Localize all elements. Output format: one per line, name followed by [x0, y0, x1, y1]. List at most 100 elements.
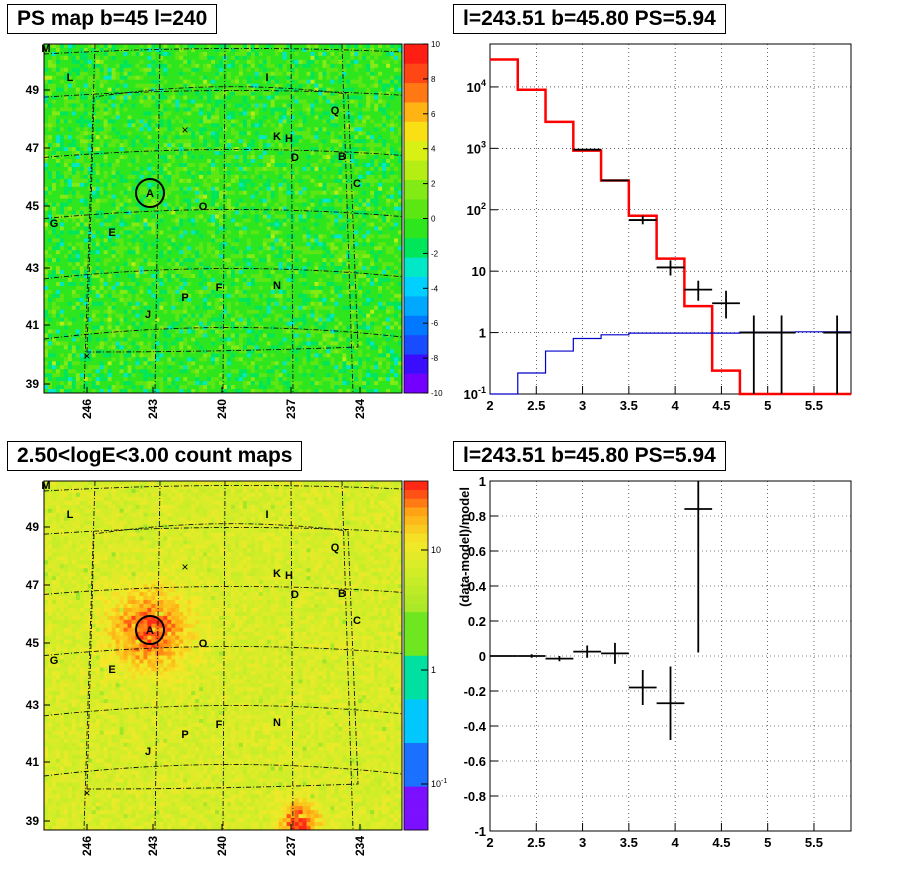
residual-ytick--0.6: -0.6 [464, 754, 486, 769]
count-map-marker-c: C [353, 615, 361, 627]
count-map-marker-g: G [50, 655, 59, 667]
residual-title: l=243.51 b=45.80 PS=5.94 [453, 441, 726, 471]
spectrum-xtick-4.5: 4.5 [712, 398, 730, 413]
spectrum-xtick-5.5: 5.5 [805, 398, 823, 413]
ps-map-marker-c: C [353, 178, 361, 190]
spectrum-point-4 [684, 280, 713, 301]
residual-ylabel: (data-model)/model [457, 487, 472, 607]
residual-ytick-0: 0 [479, 649, 486, 664]
residual-ytick-0.2: 0.2 [468, 614, 486, 629]
ps-map-graticule [44, 44, 402, 393]
count-map-xtick-243: 243 [146, 836, 160, 856]
residual-ytick--0.4: -0.4 [464, 719, 487, 734]
ps-map-cross-1: × [181, 123, 188, 137]
residual-point-7 [684, 481, 713, 653]
count-map-marker-n: N [273, 717, 281, 729]
count-map-cells [44, 481, 402, 830]
ps-map-ytick-41: 41 [26, 318, 40, 332]
count-map-xtick-246: 246 [80, 836, 94, 856]
ps-map-marker-j: J [145, 309, 151, 321]
count-map-xtick-237: 237 [284, 836, 298, 856]
residual-xtick-5.5: 5.5 [805, 835, 823, 850]
count-map-xtick-234: 234 [353, 836, 367, 856]
residual-ytick--0.2: -0.2 [464, 684, 486, 699]
ps-map-marker-a: A [146, 188, 154, 200]
spectrum-xtick-2.5: 2.5 [527, 398, 545, 413]
residual-point-6 [656, 666, 685, 740]
spectrum-panel: 2 2.5 3 3.5 4 4.5 5 5.5 [486, 43, 852, 413]
ps-map-cbtick--8: -8 [431, 354, 439, 363]
ps-map-cbtick-2: 2 [431, 180, 436, 189]
ps-map-ytick-45: 45 [26, 199, 40, 213]
residual-point-5 [628, 670, 657, 705]
count-map-marker-p: P [181, 729, 188, 741]
ps-map-marker-h: H [285, 133, 293, 145]
ps-map-cbtick--10: -10 [431, 389, 443, 398]
ps-map-marker-f: F [216, 282, 223, 294]
ps-map-marker-d: D [291, 152, 299, 164]
residual-xtick-4.5: 4.5 [712, 835, 730, 850]
spectrum-model-total [490, 58, 851, 396]
ps-map-colorbar: 10 8 6 4 2 0 -2 -4 -6 -8 -10 [403, 40, 443, 398]
residual-ytick-0.8: 0.8 [468, 509, 486, 524]
count-map-xtick-240: 240 [215, 836, 229, 856]
ps-map-xtick-237: 237 [284, 399, 298, 419]
count-map-ytick-45: 45 [26, 636, 40, 650]
spectrum-xtick-2: 2 [486, 398, 493, 413]
count-map-cross-1: × [181, 560, 188, 574]
spectrum-frame [489, 43, 852, 395]
spectrum-xtick-4: 4 [672, 398, 680, 413]
count-map-ytick-43: 43 [26, 698, 40, 712]
ps-map-marker-l: L [67, 72, 74, 84]
spectrum-ytick-102: 102 [467, 201, 486, 218]
residual-point-3 [573, 645, 602, 658]
count-map-marker-i: I [265, 509, 268, 521]
ps-map-cells [44, 44, 402, 393]
count-map-source-circle [135, 615, 165, 645]
ps-map-ytick-49: 49 [26, 83, 40, 97]
residual-grid [489, 480, 851, 832]
ps-map-xtick-246: 246 [80, 399, 94, 419]
ps-map-cbtick--6: -6 [431, 319, 439, 328]
spectrum-ytick-10: 10 [472, 264, 486, 279]
spectrum-xtick-3.5: 3.5 [620, 398, 638, 413]
spectrum-ytick-10-1: 10-1 [464, 385, 486, 402]
count-map-marker-d: D [291, 589, 299, 601]
count-map-marker-l: L [67, 509, 74, 521]
count-map-markers: M L I Q K HD B C A O G E N F P J × × [41, 480, 361, 800]
ps-map-marker-p: P [181, 292, 188, 304]
ps-map-marker-i: I [265, 72, 268, 84]
residual-ytick--0.8: -0.8 [464, 789, 486, 804]
ps-map-marker-q: Q [331, 105, 340, 117]
spectrum-ytick-104: 104 [467, 78, 486, 95]
ps-map-cbtick-8: 8 [431, 75, 436, 84]
ps-map-marker-n: N [273, 280, 281, 292]
count-map-marker-k: K [273, 568, 281, 580]
ps-map-cbtick-0: 0 [431, 215, 436, 224]
ps-map-marker-k: K [273, 131, 281, 143]
spectrum-point-5 [712, 290, 740, 319]
count-map-panel: M L I Q K HD B C A O G E N F P J × × 49 47 45 43 41 39 246 243 240… [26, 480, 448, 856]
count-map-marker-m: M [41, 480, 50, 492]
ps-map-marker-g: G [50, 218, 59, 230]
ps-map-frame [43, 43, 403, 394]
ps-map-xtick-234: 234 [353, 399, 367, 419]
ps-map-markers: M L I Q K HD B C A O G E N F P J × × [41, 43, 361, 363]
residual-xtick-3.5: 3.5 [620, 835, 638, 850]
spectrum-point-6 [739, 315, 768, 394]
count-map-colorbar: 10 1 10-1 [403, 480, 447, 831]
ps-map-title: PS map b=45 l=240 [7, 4, 218, 34]
count-map-marker-j: J [145, 746, 151, 758]
count-map-marker-q: Q [331, 542, 340, 554]
count-map-marker-b: B [338, 588, 346, 600]
count-map-cbtick-10-1: 10-1 [431, 778, 447, 789]
count-map-graticule [44, 481, 402, 830]
residual-xtick-2.5: 2.5 [527, 835, 545, 850]
residual-ytick--1: -1 [474, 824, 486, 839]
count-map-ytick-47: 47 [26, 578, 40, 592]
ps-map-ytick-39: 39 [26, 377, 40, 391]
spectrum-xtick-5: 5 [764, 398, 771, 413]
ps-map-xtick-243: 243 [146, 399, 160, 419]
